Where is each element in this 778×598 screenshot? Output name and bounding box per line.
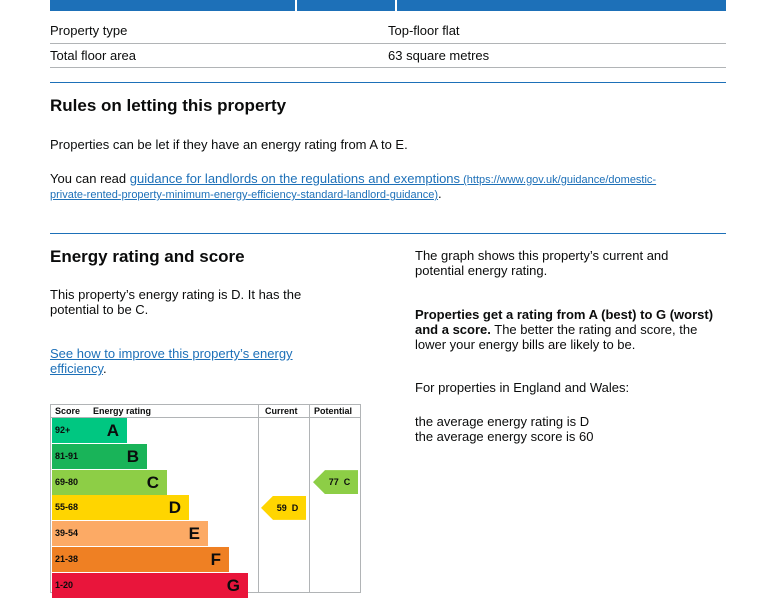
rating-scale-plain-2: The better the rating and score, the	[490, 322, 698, 337]
potential-column-header: Potential	[314, 406, 353, 416]
graph-desc-line-2: potential energy rating.	[415, 263, 548, 278]
rating-band-g: 1-20 G	[52, 572, 248, 598]
header-separator	[395, 0, 397, 11]
floor-area-value: 63 square metres	[388, 48, 490, 63]
rating-band-e: 39-54 E	[52, 521, 208, 547]
chart-header-line	[51, 417, 360, 418]
current-column-line	[258, 405, 259, 592]
rating-band-f: 21-38 F	[52, 547, 229, 572]
guidance-paragraph: You can read guidance for landlords on t…	[50, 172, 730, 202]
band-score-range: 92+	[55, 425, 71, 435]
potential-rating-pointer: 77 C	[313, 470, 358, 495]
region-text: For properties in England and Wales:	[415, 380, 630, 395]
row-divider	[50, 43, 726, 44]
rating-scale-line-1: Properties get a rating from A (best) to…	[415, 307, 713, 322]
average-rating: the average energy rating is D	[415, 414, 590, 429]
band-letter: F	[210, 550, 221, 569]
guidance-link-url-2[interactable]: private-rented-property-minimum-energy-e…	[50, 189, 439, 201]
band-letter: D	[168, 498, 181, 518]
section-divider	[50, 233, 726, 234]
guidance-link-text: guidance for landlords on the regulation…	[129, 171, 461, 186]
potential-column-line	[309, 405, 310, 592]
score-column-header: Score	[55, 406, 81, 416]
band-letter: G	[226, 575, 240, 595]
rating-intro-line-1: This property’s energy rating is D. It h…	[50, 287, 302, 302]
rating-column-header: Energy rating	[93, 406, 152, 416]
rating-scale-line-2: and a score. The better the rating and s…	[415, 322, 697, 337]
row-divider	[50, 67, 726, 68]
improve-link-line-1[interactable]: See how to improve this property’s energ…	[50, 346, 293, 361]
band-letter: C	[146, 472, 159, 492]
energy-rating-chart: Score Energy rating Current Potential 92…	[50, 404, 361, 598]
table-header-bar	[50, 0, 726, 11]
letting-heading: Rules on letting this property	[50, 96, 287, 115]
improve-suffix: .	[103, 361, 107, 376]
graph-desc-line-1: The graph shows this property’s current …	[415, 248, 669, 263]
rating-scale-line-3: lower your energy bills are likely to be…	[415, 337, 636, 352]
band-letter: E	[188, 524, 200, 544]
band-score-range: 55-68	[55, 502, 79, 513]
band-score-range: 69-80	[55, 476, 79, 487]
band-score-range: 1-20	[55, 579, 74, 590]
improve-paragraph: See how to improve this property’s energ…	[50, 346, 293, 376]
property-type-value: Top-floor flat	[388, 23, 460, 38]
guidance-suffix: .	[438, 186, 442, 201]
band-letter: A	[106, 421, 119, 440]
rating-heading: Energy rating and score	[50, 247, 245, 266]
rating-intro-line-2: potential to be C.	[50, 302, 149, 317]
rating-scale-bold-2: and a score.	[415, 322, 491, 337]
band-score-range: 81-91	[55, 450, 79, 461]
floor-area-label: Total floor area	[50, 48, 136, 63]
guidance-link-url-1: (https://www.gov.uk/guidance/domestic-	[460, 174, 657, 186]
band-score-range: 39-54	[55, 528, 79, 539]
letting-paragraph: Properties can be let if they have an en…	[50, 137, 408, 152]
rating-band-c: 69-80 C	[52, 469, 167, 495]
guidance-link[interactable]: guidance for landlords on the regulation…	[130, 171, 656, 186]
header-separator	[295, 0, 297, 11]
band-letter: B	[126, 446, 139, 466]
rating-scale-bold-1: Properties get a rating from A (best) to…	[415, 307, 714, 322]
guidance-prefix: You can read	[50, 171, 130, 186]
rating-band-b: 81-91 B	[52, 443, 147, 469]
rating-band-a: 92+ A	[52, 418, 127, 443]
band-score-range: 21-38	[55, 554, 79, 564]
property-type-label: Property type	[50, 23, 128, 38]
section-divider	[50, 82, 726, 83]
average-score: the average energy score is 60	[415, 429, 594, 444]
current-rating-pointer: 59 D	[261, 495, 306, 520]
rating-band-d: 55-68 D	[52, 495, 189, 521]
current-column-header: Current	[265, 406, 298, 416]
improve-link-line-2[interactable]: efficiency	[50, 361, 103, 376]
